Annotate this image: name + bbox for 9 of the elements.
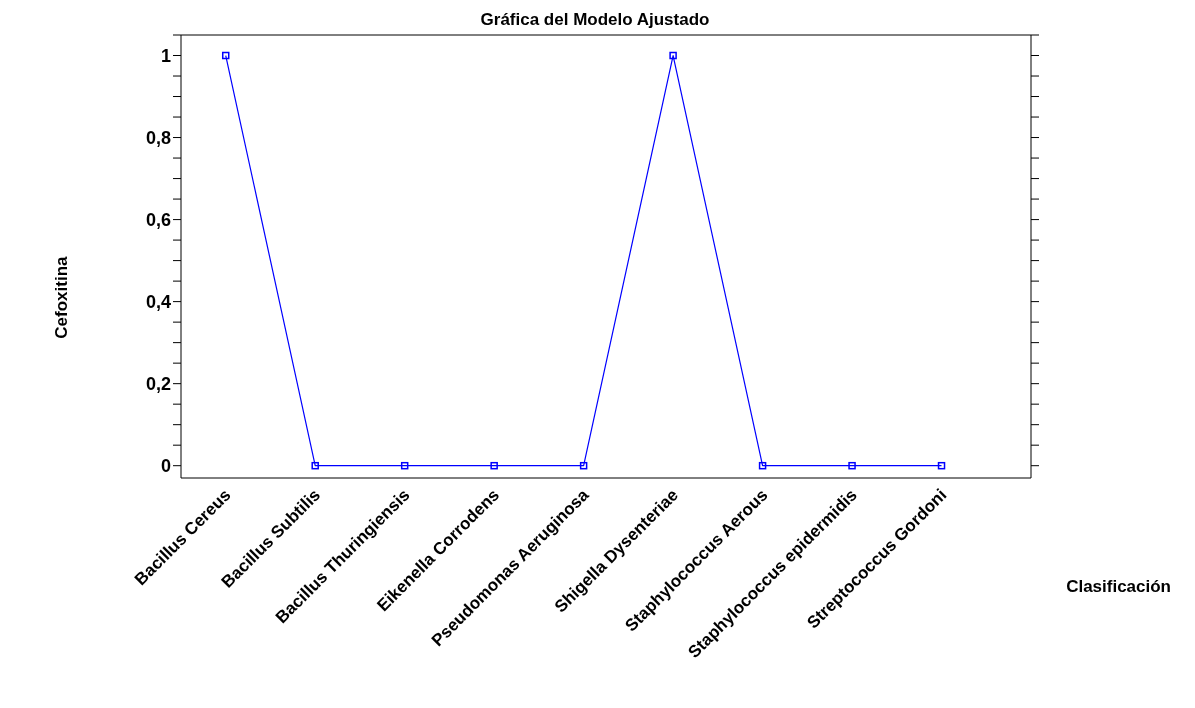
y-tick-label: 0,8: [145, 127, 171, 148]
y-tick-label: 0,4: [145, 292, 171, 313]
y-tick-label: 1: [160, 45, 171, 66]
x-axis-title: Clasificación: [1066, 577, 1171, 596]
y-axis-title: Cefoxitina: [52, 255, 72, 339]
y-tick-label: 0,6: [145, 209, 171, 230]
chart-title: Gráfica del Modelo Ajustado: [479, 10, 711, 30]
y-tick-label: 0: [160, 456, 171, 477]
y-tick-label: 0,2: [145, 374, 171, 395]
